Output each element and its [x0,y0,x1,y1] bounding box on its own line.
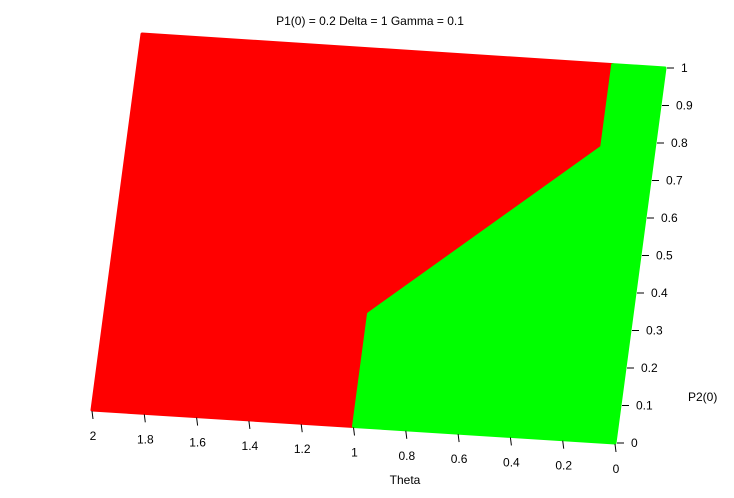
x-tick-mark [196,417,199,426]
y-tick-label: 0.7 [666,174,683,188]
x-axis-label: Theta [390,473,421,487]
x-tick-label: 2 [90,429,97,443]
y-tick-label: 0.2 [641,361,658,375]
y-tick-label: 0.3 [646,324,663,338]
x-tick-mark [614,443,617,453]
heatmap-regions [90,32,667,445]
x-tick-mark [143,414,146,423]
chart-title: P1(0) = 0.2 Delta = 1 Gamma = 0.1 [276,14,464,28]
x-tick-label: 1.8 [137,432,154,446]
y-tick-label: 1 [681,61,688,75]
y-tick-label: 0.5 [656,249,673,263]
x-tick-mark [91,410,94,420]
x-axis: 2 1.8 1.6 1.4 1.2 1 0.8 0.6 0.4 0.2 0 [90,410,620,476]
y-axis: 0 0.1 0.2 0.3 0.4 0.5 0.6 0.7 0.8 0.9 1 [617,61,693,450]
x-tick-mark [457,434,460,443]
x-tick-mark [562,440,565,449]
x-tick-mark [405,430,408,439]
y-tick-label: 0.8 [671,136,688,150]
x-tick-label: 1 [351,446,358,460]
x-tick-label: 0.8 [398,449,415,463]
x-tick-label: 0.4 [503,455,520,469]
x-tick-label: 0 [613,462,620,476]
x-tick-label: 0.2 [555,459,572,473]
y-tick-label: 0.4 [651,286,668,300]
x-tick-mark [300,424,303,433]
x-tick-label: 0.6 [451,452,468,466]
x-tick-mark [248,420,251,429]
x-tick-label: 1.2 [294,442,311,456]
heatmap-region-1 [352,63,667,445]
x-tick-mark [509,437,512,446]
y-tick-label: 0.9 [676,99,693,113]
y-tick-label: 0.1 [636,399,653,413]
y-axis-label: P2(0) [688,390,717,404]
x-tick-label: 1.4 [242,439,259,453]
y-tick-label: 0.6 [661,211,678,225]
x-tick-label: 1.6 [189,436,206,450]
y-tick-label: 0 [631,436,638,450]
x-tick-mark [353,427,355,436]
